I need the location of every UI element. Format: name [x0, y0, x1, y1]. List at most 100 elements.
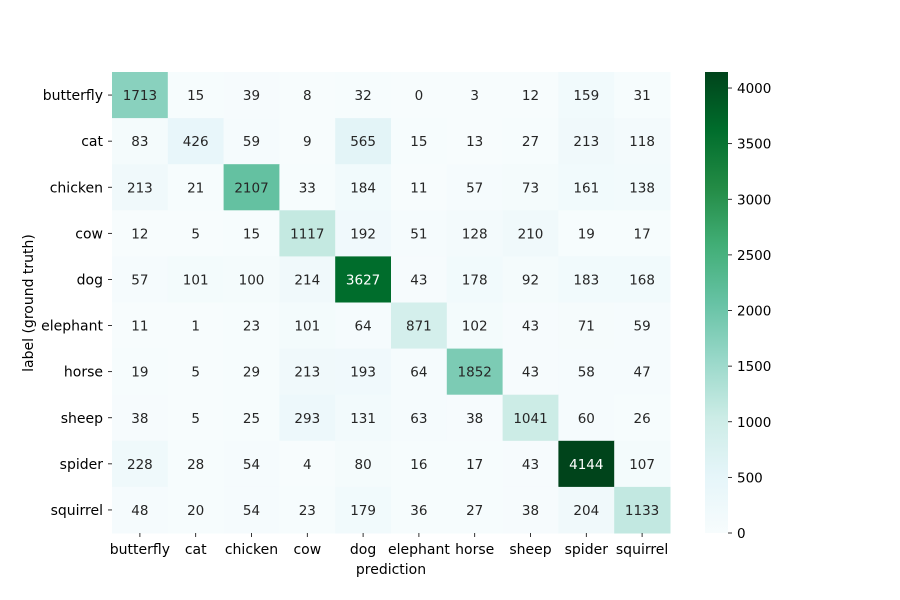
cell-value-label: 33	[299, 180, 316, 196]
cell-value-label: 2107	[234, 180, 268, 196]
cell-value-label: 100	[239, 272, 265, 288]
heatmap-cell	[167, 164, 225, 211]
heatmap-cell	[112, 118, 169, 165]
heatmap-cell	[279, 256, 336, 303]
cell-value-label: 138	[629, 180, 655, 196]
cell-value-label: 80	[355, 457, 372, 473]
cell-value-label: 59	[243, 134, 260, 150]
heatmap-cell	[112, 302, 169, 350]
heatmap-cell	[335, 394, 392, 442]
heatmap-cell	[502, 348, 559, 396]
cell-value-label: 43	[410, 272, 427, 288]
cell-value-label: 183	[573, 272, 599, 288]
cell-value-label: 16	[410, 457, 427, 473]
heatmap-cell	[502, 118, 559, 165]
cell-value-label: 9	[303, 134, 312, 150]
heatmap-cell	[112, 256, 169, 303]
cell-value-label: 1117	[290, 226, 324, 242]
heatmap-cell	[112, 164, 169, 211]
heatmap-cell	[446, 164, 504, 211]
heatmap-cell	[446, 256, 504, 303]
heatmap-cell	[223, 164, 280, 211]
heatmap-cell	[558, 348, 615, 396]
heatmap-cell	[446, 348, 504, 396]
cell-value-label: 20	[187, 503, 204, 519]
cell-value-label: 192	[350, 226, 376, 242]
heatmap-cell	[391, 302, 448, 350]
heatmap-cell	[335, 348, 392, 396]
heatmap-cell	[167, 302, 225, 350]
heatmap-cell	[614, 118, 671, 165]
heatmap-cell	[279, 72, 336, 119]
heatmap-cell	[223, 118, 280, 165]
cell-value-label: 159	[573, 88, 599, 104]
x-tick-label: horse	[455, 542, 494, 558]
x-tick-label: squirrel	[616, 542, 668, 558]
heatmap-cell	[167, 394, 225, 442]
y-tick-label: squirrel	[51, 503, 103, 519]
colorbar-tick-label: 0	[737, 526, 746, 542]
heatmap-cells	[112, 72, 671, 534]
heatmap-cell	[391, 486, 448, 534]
heatmap-cell	[502, 72, 559, 119]
x-tick-label: elephant	[388, 542, 450, 558]
heatmap-cell	[502, 302, 559, 350]
cell-value-label: 27	[466, 503, 483, 519]
heatmap-cell	[558, 440, 615, 488]
heatmap-cell	[279, 440, 336, 488]
heatmap-cell	[558, 302, 615, 350]
heatmap-cell	[223, 210, 280, 257]
y-tick-label: butterfly	[43, 88, 103, 104]
cell-value-label: 3627	[346, 272, 380, 288]
heatmap-cell	[335, 164, 392, 211]
heatmap-cell	[558, 72, 615, 119]
cell-value-label: 57	[466, 180, 483, 196]
colorbar-tick-label: 2500	[737, 248, 771, 264]
y-tick-label: horse	[64, 365, 103, 381]
heatmap-cell	[223, 302, 280, 350]
x-tick-label: chicken	[225, 542, 278, 558]
colorbar-tick-label: 1000	[737, 415, 771, 431]
cell-value-label: 210	[518, 226, 544, 242]
heatmap-cell	[112, 348, 169, 396]
heatmap-cell	[446, 302, 504, 350]
cell-value-label: 57	[131, 272, 148, 288]
cell-value-label: 23	[299, 503, 316, 519]
cell-value-label: 71	[578, 319, 595, 335]
y-tick-label: sheep	[61, 411, 103, 427]
cell-value-label: 102	[462, 319, 488, 335]
cell-value-label: 213	[294, 365, 320, 381]
heatmap-cell	[223, 394, 280, 442]
cell-value-label: 58	[578, 365, 595, 381]
heatmap-cell	[558, 210, 615, 257]
colorbar: 0 500 1000 1500 2000 2500 3000 3500 4000	[705, 72, 771, 542]
cell-value-label: 12	[522, 88, 539, 104]
heatmap-cell	[391, 210, 448, 257]
cell-value-label: 107	[629, 457, 655, 473]
cell-value-label: 48	[131, 503, 148, 519]
heatmap-cell	[335, 302, 392, 350]
heatmap-cell	[391, 72, 448, 119]
heatmap-cell	[558, 164, 615, 211]
cell-value-label: 179	[350, 503, 376, 519]
heatmap-cell	[279, 302, 336, 350]
heatmap-cell	[335, 256, 392, 303]
cell-value-label: 3	[470, 88, 479, 104]
cell-value-label: 4144	[569, 457, 603, 473]
cell-value-label: 5	[191, 226, 200, 242]
cell-value-label: 27	[522, 134, 539, 150]
y-axis-label: label (ground truth)	[21, 234, 37, 372]
heatmap-cell	[502, 210, 559, 257]
cell-value-label: 426	[183, 134, 209, 150]
heatmap-cell	[223, 348, 280, 396]
cell-value-label: 8	[303, 88, 312, 104]
cell-value-label: 213	[127, 180, 153, 196]
heatmap-cell	[558, 486, 615, 534]
cell-value-label: 32	[355, 88, 372, 104]
x-tick-label: cat	[185, 542, 207, 558]
heatmap-cell	[446, 118, 504, 165]
heatmap-cell	[391, 118, 448, 165]
heatmap-cell	[279, 348, 336, 396]
x-axis-label: prediction	[356, 562, 426, 578]
